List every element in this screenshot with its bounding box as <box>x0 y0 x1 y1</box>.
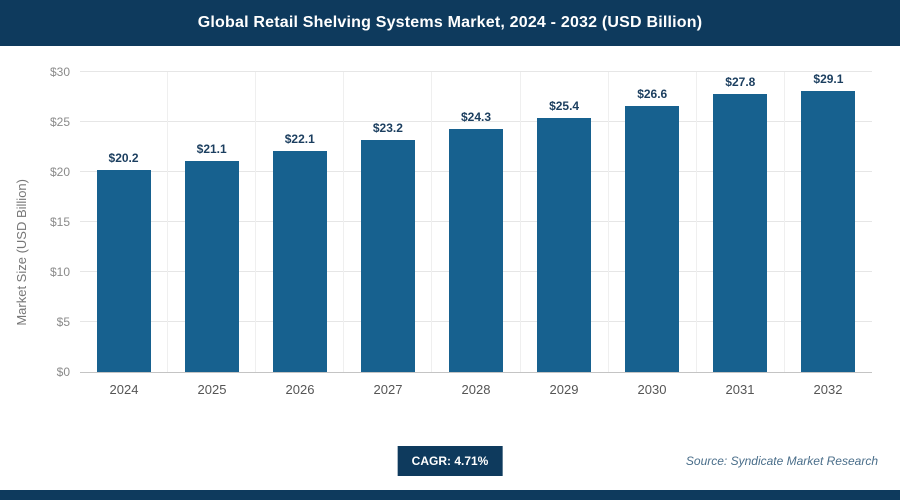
source-text: Source: Syndicate Market Research <box>685 454 878 468</box>
x-tick-label: 2025 <box>197 381 227 397</box>
x-axis-labels: 2024 2025 2026 2027 2028 2029 2030 2031 2032 <box>80 373 872 405</box>
bar-value-label: $20.2 <box>108 151 139 165</box>
chart-header: Global Retail Shelving Systems Market, 2… <box>0 0 900 46</box>
bar-slot: $20.2 <box>80 72 167 372</box>
gridline <box>80 71 872 72</box>
x-tick-label: 2031 <box>725 381 755 397</box>
bar-value-label: $29.1 <box>813 72 844 86</box>
y-tick-label: $20 <box>49 165 70 179</box>
bar <box>360 140 415 372</box>
bar <box>625 106 680 372</box>
y-tick-label: $5 <box>56 315 70 329</box>
x-tick-label: 2028 <box>461 381 491 397</box>
y-axis-title-wrap: Market Size (USD Billion) <box>8 72 34 432</box>
bar-slot: $26.6 <box>607 72 696 372</box>
y-tick-label: $10 <box>49 265 70 279</box>
x-tick-label: 2030 <box>637 381 667 397</box>
bar-slot: $27.8 <box>695 72 784 372</box>
x-tick-label: 2024 <box>109 381 139 397</box>
bar-slot: $23.2 <box>343 72 431 372</box>
bar-value-label: $23.2 <box>372 121 403 135</box>
y-axis-title: Market Size (USD Billion) <box>13 178 29 326</box>
x-tick-label: 2029 <box>549 381 579 397</box>
chart-section: Market Size (USD Billion) $0 $5 $10 $15 $20 $… <box>0 46 900 432</box>
bar-slot: $24.3 <box>431 72 519 372</box>
plot-column: $20.2 $21.1 $22.1 $23.2 $24.3 $25.4 $26.6 $27.8… <box>80 71 872 432</box>
y-tick-label: $15 <box>49 215 70 229</box>
x-tick-label: 2026 <box>285 381 315 397</box>
chart-title: Global Retail Shelving Systems Market, 2… <box>197 14 703 31</box>
bar <box>272 151 327 372</box>
bar-slot: $29.1 <box>783 72 872 372</box>
bar-value-label: $22.1 <box>284 132 315 146</box>
bar-value-label: $25.4 <box>549 99 580 113</box>
plot-wrap: $0 $5 $10 $15 $20 $25 $30 $20.2 $21.1 $22.1 $23.2… <box>34 65 872 432</box>
bar-slot: $25.4 <box>519 72 608 372</box>
bar <box>184 161 239 372</box>
gridline <box>80 121 872 122</box>
bar-value-label: $21.1 <box>196 142 227 156</box>
chart-footer: CAGR: 4.71% Source: Syndicate Market Res… <box>0 432 900 490</box>
bar <box>801 91 856 372</box>
x-tick-label: 2027 <box>373 381 403 397</box>
cagr-badge: CAGR: 4.71% <box>397 446 503 476</box>
bar <box>713 94 768 372</box>
bar-value-label: $27.8 <box>725 75 756 89</box>
y-tick-label: $0 <box>56 365 70 379</box>
bars-container: $20.2 $21.1 $22.1 $23.2 $24.3 $25.4 $26.6 $27.8… <box>80 72 872 372</box>
bar-slot: $22.1 <box>255 72 343 372</box>
bar-value-label: $26.6 <box>637 87 668 101</box>
y-axis-ticks: $0 $5 $10 $15 $20 $25 $30 <box>34 65 80 379</box>
bar <box>96 170 151 372</box>
bar-slot: $21.1 <box>167 72 255 372</box>
plot-area: $20.2 $21.1 $22.1 $23.2 $24.3 $25.4 $26.6 $27.8… <box>80 71 872 373</box>
bar <box>448 129 503 372</box>
x-tick-label: 2032 <box>813 381 843 397</box>
y-tick-label: $30 <box>49 65 70 79</box>
y-tick-label: $25 <box>49 115 70 129</box>
bar-value-label: $24.3 <box>460 110 491 124</box>
footer-strip <box>0 490 900 500</box>
bar <box>537 118 592 372</box>
